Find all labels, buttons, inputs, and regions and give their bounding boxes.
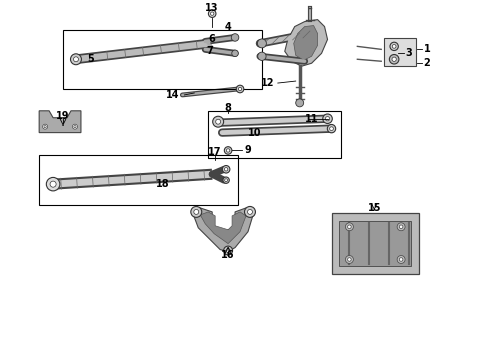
Circle shape	[397, 223, 405, 231]
Text: 19: 19	[56, 111, 70, 121]
Text: 16: 16	[221, 249, 235, 260]
Text: 15: 15	[368, 203, 381, 213]
Circle shape	[399, 258, 403, 261]
Polygon shape	[285, 19, 327, 66]
Bar	[384, 39, 416, 66]
Text: 11: 11	[305, 114, 318, 124]
Text: 7: 7	[207, 46, 214, 56]
Text: 8: 8	[224, 103, 232, 113]
Circle shape	[223, 246, 233, 255]
Circle shape	[224, 147, 232, 154]
Circle shape	[213, 116, 223, 127]
Text: 2: 2	[423, 58, 430, 68]
Circle shape	[258, 52, 266, 60]
Circle shape	[208, 10, 216, 17]
Circle shape	[345, 223, 353, 231]
Circle shape	[392, 57, 396, 62]
Circle shape	[222, 166, 230, 173]
Circle shape	[211, 12, 214, 15]
Circle shape	[225, 179, 227, 181]
Circle shape	[257, 39, 267, 48]
Text: 12: 12	[261, 78, 274, 88]
Circle shape	[43, 124, 48, 129]
Circle shape	[74, 57, 78, 62]
Circle shape	[390, 42, 398, 50]
Text: 10: 10	[248, 127, 262, 138]
Circle shape	[226, 248, 230, 253]
Circle shape	[347, 225, 351, 229]
Bar	[63, 30, 262, 89]
Circle shape	[226, 149, 230, 152]
Bar	[340, 221, 411, 266]
Text: 18: 18	[156, 179, 169, 189]
Text: 9: 9	[245, 145, 251, 156]
Circle shape	[325, 117, 330, 121]
Circle shape	[330, 127, 333, 131]
Text: 13: 13	[205, 3, 219, 13]
Bar	[39, 156, 238, 205]
Circle shape	[245, 206, 255, 217]
Circle shape	[224, 168, 228, 171]
Text: 6: 6	[209, 35, 216, 44]
Circle shape	[73, 124, 77, 129]
Circle shape	[194, 210, 199, 214]
Circle shape	[345, 256, 353, 264]
Circle shape	[238, 87, 242, 91]
Circle shape	[397, 256, 405, 264]
Circle shape	[399, 225, 403, 229]
Circle shape	[236, 85, 244, 93]
Text: 3: 3	[406, 48, 413, 58]
Text: 5: 5	[88, 54, 94, 64]
Bar	[208, 111, 342, 158]
Circle shape	[191, 206, 202, 217]
Polygon shape	[294, 26, 318, 60]
Text: 17: 17	[208, 148, 222, 157]
Polygon shape	[192, 208, 254, 252]
Circle shape	[44, 126, 46, 128]
Circle shape	[50, 181, 56, 187]
Circle shape	[295, 99, 304, 107]
Circle shape	[327, 125, 336, 133]
Circle shape	[392, 45, 396, 48]
Text: 1: 1	[423, 44, 430, 54]
Circle shape	[347, 258, 351, 261]
Circle shape	[216, 119, 220, 124]
Circle shape	[231, 34, 239, 41]
Text: 4: 4	[225, 22, 231, 32]
Circle shape	[74, 126, 76, 128]
Circle shape	[323, 114, 332, 123]
Bar	[332, 213, 419, 274]
Polygon shape	[39, 111, 81, 132]
Polygon shape	[200, 212, 246, 244]
Text: 14: 14	[166, 90, 179, 100]
Circle shape	[232, 50, 238, 57]
Circle shape	[47, 177, 60, 191]
Circle shape	[390, 54, 399, 64]
Circle shape	[71, 54, 81, 65]
Circle shape	[223, 177, 229, 183]
Circle shape	[247, 210, 252, 214]
